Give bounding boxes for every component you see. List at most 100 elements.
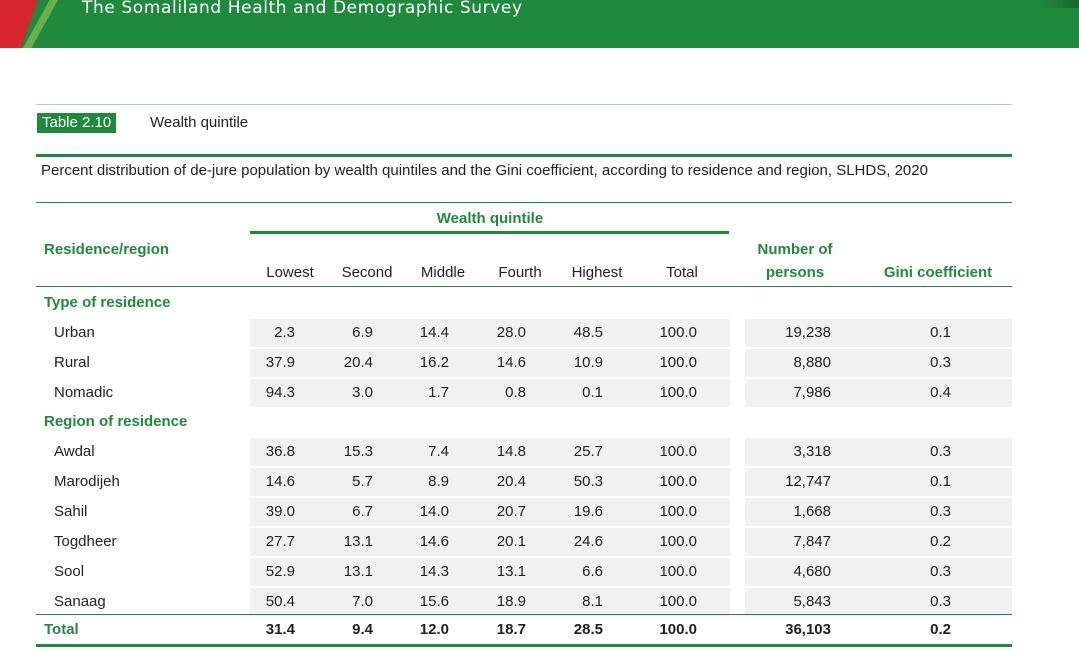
- cell-total: 100.0: [659, 503, 697, 520]
- cell-total: 100.0: [659, 354, 697, 371]
- cell-lowest: 50.4: [265, 593, 295, 610]
- column-header-residence: Residence/region: [44, 241, 170, 258]
- column-header-gini: Gini coefficient: [883, 264, 993, 281]
- cell-second: 7.0: [352, 593, 373, 610]
- top-rule: [36, 104, 1012, 105]
- cell-lowest: 2.3: [274, 324, 295, 341]
- cell-second: 6.9: [352, 324, 373, 341]
- cell-persons: 1,668: [793, 503, 831, 520]
- cell-middle: 14.4: [419, 324, 449, 341]
- cell-middle: 14.3: [419, 563, 449, 580]
- cell-fourth: 13.1: [496, 563, 526, 580]
- row-shade: [745, 319, 1012, 347]
- cell-second: 15.3: [343, 443, 373, 460]
- cell-middle: 16.2: [419, 354, 449, 371]
- row-label: Sahil: [54, 503, 88, 520]
- column-header-second: Second: [341, 264, 393, 281]
- row-shade: [250, 319, 730, 347]
- row-shade: [250, 498, 730, 526]
- column-header-total: Total: [666, 264, 698, 281]
- cell-persons: 8,880: [793, 354, 831, 371]
- cell-second: 3.0: [352, 384, 373, 401]
- cell-total: 100.0: [659, 473, 697, 490]
- table-number: Table 2.10: [37, 113, 117, 133]
- header-bottom-rule: [36, 286, 1012, 287]
- cell-lowest: 27.7: [265, 533, 295, 550]
- row-shade: [745, 528, 1012, 556]
- row-shade: [250, 558, 730, 586]
- cell-gini: 0.1: [930, 324, 951, 341]
- cell-gini: 0.3: [930, 563, 951, 580]
- row-shade: [745, 468, 1012, 496]
- cell-middle: 1.7: [428, 384, 449, 401]
- page-corner-shadow: [1039, 0, 1079, 8]
- cell-highest: 28.5: [573, 621, 603, 638]
- row-shade: [250, 349, 730, 377]
- cell-gini: 0.3: [930, 354, 951, 371]
- row-shade: [745, 349, 1012, 377]
- cell-total: 100.0: [659, 384, 697, 401]
- cell-gini: 0.3: [930, 503, 951, 520]
- cell-highest: 8.1: [582, 593, 603, 610]
- cell-total: 100.0: [659, 593, 697, 610]
- cell-persons: 7,986: [793, 384, 831, 401]
- column-header-persons-line1: Number of: [757, 241, 833, 258]
- column-header-lowest: Lowest: [266, 264, 314, 281]
- row-shade: [250, 528, 730, 556]
- cell-lowest: 36.8: [265, 443, 295, 460]
- cell-fourth: 0.8: [505, 384, 526, 401]
- cell-highest: 10.9: [573, 354, 603, 371]
- row-label: Urban: [54, 324, 95, 341]
- cell-middle: 8.9: [428, 473, 449, 490]
- row-label: Togdheer: [54, 533, 117, 550]
- cell-highest: 6.6: [582, 563, 603, 580]
- cell-fourth: 14.6: [496, 354, 526, 371]
- cell-lowest: 52.9: [265, 563, 295, 580]
- cell-highest: 50.3: [573, 473, 603, 490]
- cell-total: 100.0: [659, 324, 697, 341]
- row-shade: [745, 498, 1012, 526]
- cell-gini: 0.1: [930, 473, 951, 490]
- cell-fourth: 18.9: [496, 593, 526, 610]
- cell-total: 100.0: [659, 621, 697, 638]
- row-shade: [745, 379, 1012, 407]
- row-shade: [250, 379, 730, 407]
- table-title: Wealth quintile: [150, 114, 249, 131]
- cell-middle: 7.4: [428, 443, 449, 460]
- cell-persons: 7,847: [793, 533, 831, 550]
- cell-middle: 14.0: [419, 503, 449, 520]
- cell-gini: 0.3: [930, 593, 951, 610]
- report-title: The Somaliland Health and Demographic Su…: [82, 0, 523, 18]
- column-header-fourth: Fourth: [498, 264, 542, 281]
- cell-second: 9.4: [352, 621, 373, 638]
- section-label: Region of residence: [44, 413, 188, 430]
- row-label: Sanaag: [54, 593, 106, 610]
- row-shade: [250, 588, 730, 616]
- cell-second: 5.7: [352, 473, 373, 490]
- caption-bottom-rule: [36, 202, 1012, 203]
- row-label: Awdal: [54, 443, 95, 460]
- table-caption: Percent distribution of de-jure populati…: [41, 162, 928, 179]
- cell-persons: 5,843: [793, 593, 831, 610]
- cell-gini: 0.3: [930, 443, 951, 460]
- table-bottom-rule: [36, 644, 1012, 647]
- cell-fourth: 18.7: [496, 621, 526, 638]
- row-label: Rural: [54, 354, 90, 371]
- cell-highest: 48.5: [573, 324, 603, 341]
- cell-highest: 25.7: [573, 443, 603, 460]
- cell-persons: 36,103: [785, 621, 831, 638]
- cell-gini: 0.2: [930, 621, 951, 638]
- cell-second: 13.1: [343, 533, 373, 550]
- row-shade: [745, 558, 1012, 586]
- cell-gini: 0.2: [930, 533, 951, 550]
- cell-fourth: 20.1: [496, 533, 526, 550]
- cell-middle: 15.6: [419, 593, 449, 610]
- total-row-label: Total: [44, 621, 79, 638]
- cell-lowest: 94.3: [265, 384, 295, 401]
- row-shade: [745, 438, 1012, 466]
- cell-fourth: 28.0: [496, 324, 526, 341]
- cell-lowest: 37.9: [265, 354, 295, 371]
- row-shade: [745, 588, 1012, 616]
- cell-persons: 12,747: [785, 473, 831, 490]
- cell-fourth: 20.7: [496, 503, 526, 520]
